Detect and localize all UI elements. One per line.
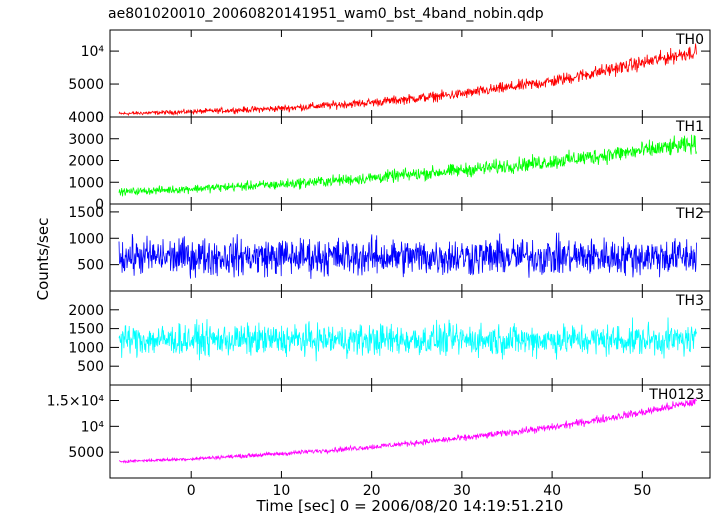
y-tick-label-th1: 0 xyxy=(95,197,104,213)
panel-frame-th0123 xyxy=(109,384,711,479)
y-tick-label-th3: 1000 xyxy=(68,340,104,356)
panel-label-th1: TH1 xyxy=(675,119,704,135)
panel-label-th2: TH2 xyxy=(675,206,704,222)
panel-frame-th2 xyxy=(109,203,711,292)
y-tick-label-th0: 5000 xyxy=(68,77,104,93)
series-line-th0123 xyxy=(119,398,697,464)
x-tick-label: 50 xyxy=(633,483,651,499)
y-tick-label-th1: 4000 xyxy=(68,110,104,126)
y-tick-label-th1: 2000 xyxy=(68,154,104,170)
y-tick-label-th3: 2000 xyxy=(68,303,104,319)
x-axis-label: Time [sec] 0 = 2006/08/20 14:19:51.210 xyxy=(256,497,564,515)
series-line-th1 xyxy=(118,134,697,197)
panel-th2: 500 1000 1500 TH2 xyxy=(68,203,711,292)
x-tick-label: 20 xyxy=(363,483,381,499)
x-tick-label: 30 xyxy=(453,483,471,499)
y-tick-label-th1: 1000 xyxy=(68,175,104,191)
panel-label-th3: TH3 xyxy=(675,293,704,309)
panel-th0: 0 5000 10⁴ TH0 xyxy=(68,29,711,126)
y-tick-label-th0123: 5000 xyxy=(68,445,104,461)
y-tick-label-th2: 1500 xyxy=(68,205,104,221)
y-axis-label: Counts/sec xyxy=(34,218,52,301)
panels-group: 0500010⁴TH001000200030004000TH1500100015… xyxy=(47,29,711,499)
y-tick-label-th1: 3000 xyxy=(68,132,104,148)
panel-th0123: 5000 10⁴ 1.5×10⁴ TH0123 xyxy=(47,384,711,479)
y-tick-label-th0: 10⁴ xyxy=(81,44,105,60)
series-line-th0 xyxy=(118,43,697,117)
y-tick-label-th3: 500 xyxy=(77,359,104,375)
panel-label-th0123: TH0123 xyxy=(648,387,704,403)
series-line-th3 xyxy=(118,317,697,362)
panel-frame-th1 xyxy=(109,116,711,205)
y-tick-label-th3: 1500 xyxy=(68,322,104,338)
series-line-th2 xyxy=(118,232,697,279)
x-tick-label: 40 xyxy=(543,483,561,499)
y-tick-label-th2: 500 xyxy=(77,258,104,274)
y-tick-label-th2: 1000 xyxy=(68,231,104,247)
panel-label-th0: TH0 xyxy=(675,32,704,48)
y-tick-label-th0: 0 xyxy=(95,110,104,126)
chart-title: ae801020010_20060820141951_wam0_bst_4ban… xyxy=(108,6,544,22)
y-tick-label-th0123: 1.5×10⁴ xyxy=(47,394,105,410)
y-tick-label-th0123: 10⁴ xyxy=(81,419,105,435)
panel-th3: 500 1000 1500 2000 TH3 xyxy=(68,290,711,386)
panel-frame-th0 xyxy=(109,29,711,118)
x-tick-label: 10 xyxy=(273,483,291,499)
panel-th1: 0 1000 2000 3000 4000 TH1 xyxy=(68,110,711,213)
x-tick-label: 0 xyxy=(187,483,196,499)
